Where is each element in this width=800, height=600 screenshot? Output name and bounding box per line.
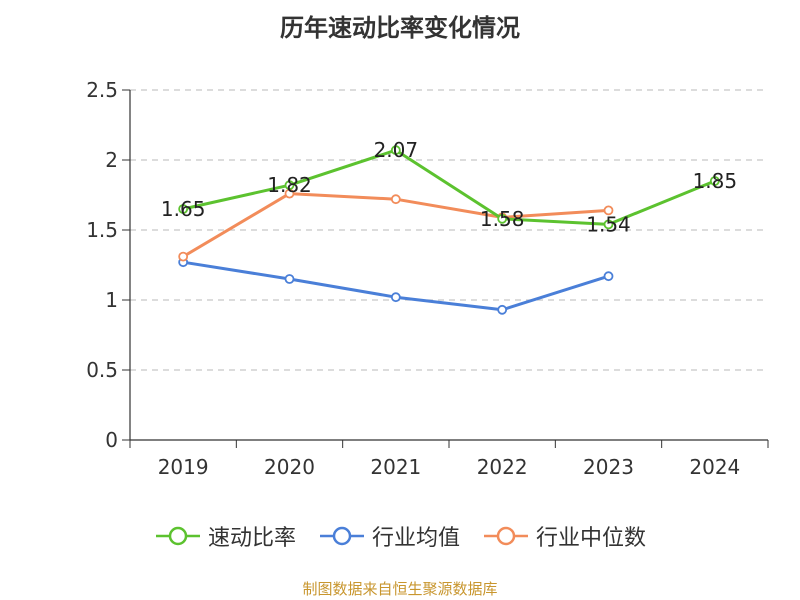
y-tick-label: 1.5 [86,218,118,242]
data-point[interactable] [390,194,401,205]
y-tick-label: 2.5 [86,78,118,102]
series-line [182,260,609,312]
data-point[interactable] [178,204,189,214]
data-point[interactable] [603,205,614,216]
y-tick-label: 1 [105,288,118,312]
legend-marker-icon [155,526,200,546]
legend-marker-icon [484,526,528,546]
data-source-note: 制图数据来自恒生聚源数据库 [302,580,498,598]
x-tick-label: 2022 [477,455,528,479]
legend: 速动比率 行业均值 行业中位数 [0,520,800,552]
data-point[interactable] [603,271,614,282]
data-point[interactable] [284,180,295,191]
x-tick-label: 2023 [583,455,634,479]
legend-item-quick-ratio[interactable]: 速动比率 [154,520,296,552]
data-point[interactable] [390,145,401,156]
legend-item-industry-average[interactable]: 行业均值 [318,520,460,552]
axes: 0 0.5 1 1.5 2 2.5 2019 2020 2021 2022 2023 2024 [86,78,769,479]
data-label: 2.07 [374,138,419,162]
legend-label: 行业中位数 [536,526,647,551]
data-label: 1.65 [161,197,206,221]
data-label: 1.85 [693,169,738,193]
x-tick-label: 2020 [264,455,315,479]
chart-title: 历年速动比率变化情况 [280,14,520,42]
series-group [178,145,720,315]
data-point[interactable] [603,219,614,230]
data-labels: 1.65 1.82 2.07 1.58 1.54 1.85 [161,138,737,236]
y-tick-label: 0 [105,428,118,452]
x-tick-label: 2019 [158,455,209,479]
data-point[interactable] [390,292,401,303]
data-point[interactable] [497,213,508,224]
gridlines [130,89,768,371]
series-line [182,148,716,226]
legend-item-industry-median[interactable]: 行业中位数 [482,520,646,552]
data-label: 1.54 [586,212,631,236]
data-point[interactable] [497,304,508,315]
y-tick-label: 0.5 [86,358,118,382]
data-label: 1.58 [480,207,525,231]
legend-marker-icon [319,526,364,546]
data-label: 1.82 [267,173,312,197]
x-tick-label: 2024 [689,455,740,479]
legend-label: 速动比率 [207,526,296,551]
x-tick-label: 2021 [370,455,421,479]
data-point[interactable] [709,176,720,186]
legend-label: 行业均值 [371,526,460,551]
y-tick-label: 2 [105,148,118,172]
data-point[interactable] [178,251,189,262]
data-point[interactable] [284,274,295,284]
